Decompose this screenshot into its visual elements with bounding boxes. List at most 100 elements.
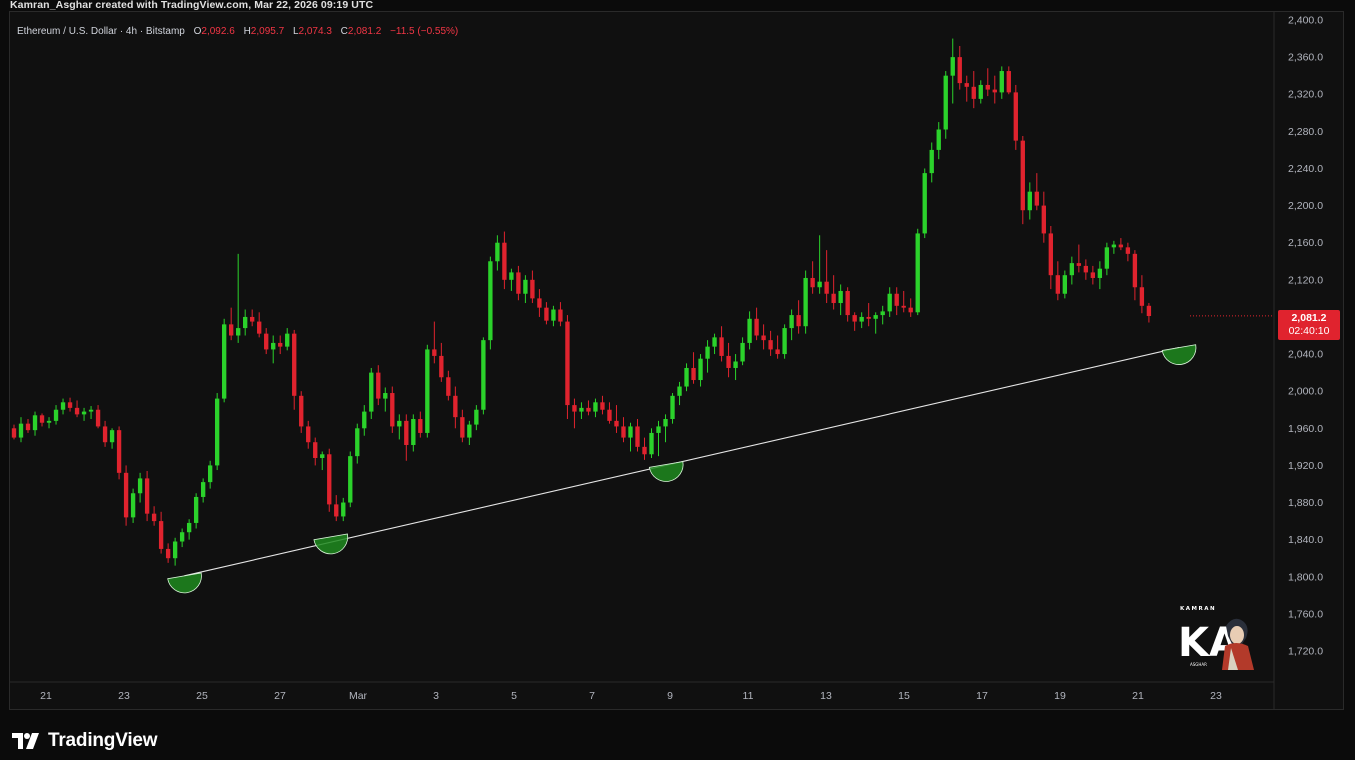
candle-body	[397, 420, 402, 427]
candle-body	[656, 426, 661, 433]
candle-body	[88, 409, 94, 412]
candle-body	[929, 149, 934, 174]
candle-body	[691, 367, 696, 381]
candle-body	[1013, 92, 1018, 141]
low-key: L	[292, 26, 299, 37]
candle-body	[1111, 244, 1117, 248]
tradingview-brand[interactable]: TradingView	[12, 728, 158, 754]
candle-body	[705, 346, 710, 359]
x-tick-label: 23	[118, 690, 130, 702]
candle-body	[137, 478, 143, 494]
avatar-icon	[1222, 618, 1254, 670]
candle-body	[60, 402, 66, 410]
candle-body	[362, 411, 367, 429]
candle-body	[474, 409, 479, 425]
high-key: H	[243, 26, 251, 37]
candle-body	[740, 342, 745, 362]
candle-body	[418, 419, 423, 433]
y-tick-label: 2,320.0	[1288, 89, 1323, 101]
candle-body	[551, 309, 556, 321]
candle-body	[495, 242, 500, 262]
candle-body	[1132, 253, 1138, 288]
candle-body	[327, 454, 332, 505]
x-tick-label: 25	[196, 690, 208, 702]
change-value: −11.5 (−0.55%)	[390, 26, 459, 37]
candle-body	[635, 426, 640, 447]
candle-body	[978, 84, 983, 99]
candle-body	[95, 409, 101, 427]
candle-body	[1104, 247, 1110, 269]
candle-body	[733, 361, 738, 368]
open-value: 2,092.6	[201, 26, 235, 37]
candle-body	[264, 333, 269, 350]
candle-body	[67, 402, 73, 408]
candle-body	[1146, 305, 1152, 317]
candle-body	[943, 75, 948, 130]
y-tick-label: 1,920.0	[1288, 460, 1323, 472]
candle-body	[999, 71, 1004, 93]
y-tick-label: 1,840.0	[1288, 534, 1323, 546]
close-key: C	[340, 26, 348, 37]
candle-body	[243, 316, 248, 329]
candle-body	[761, 335, 766, 341]
candle-body	[754, 318, 759, 336]
candle-body	[102, 426, 108, 443]
candle-body	[439, 355, 444, 378]
candle-body	[144, 478, 150, 514]
candle-body	[873, 315, 878, 319]
candle-body	[292, 333, 297, 396]
candle-body	[712, 337, 717, 347]
candle-body	[74, 407, 80, 415]
author-watermark: KAMRAN KA ASGHAR	[1176, 604, 1258, 672]
candle-body	[985, 84, 990, 90]
close-value: 2,081.2	[347, 26, 382, 37]
candle-body	[964, 83, 969, 87]
header-bar: Kamran_Asghar created with TradingView.c…	[0, 0, 1355, 11]
last-price: 2,081.2	[1291, 312, 1327, 324]
y-tick-label: 2,200.0	[1288, 200, 1323, 212]
x-tick-label: 7	[589, 690, 595, 702]
candle-body	[866, 316, 871, 319]
candle-body	[1139, 287, 1145, 306]
x-tick-label: 23	[1210, 690, 1222, 702]
candle-body	[642, 446, 647, 455]
candle-body	[411, 419, 416, 445]
candle-body	[214, 398, 220, 466]
y-tick-label: 2,040.0	[1288, 349, 1323, 361]
x-tick-label: 27	[274, 690, 286, 702]
candle-body	[383, 393, 388, 399]
candle-body	[992, 89, 997, 93]
candle-body	[1083, 265, 1089, 273]
candle-body	[1097, 268, 1103, 278]
x-tick-label: Mar	[349, 690, 368, 702]
candle-body	[299, 395, 304, 427]
candle-body	[838, 290, 843, 304]
candle-body	[887, 293, 892, 312]
candle-body	[165, 548, 171, 559]
candle-body	[936, 129, 941, 150]
candle-body	[1062, 275, 1068, 294]
candle-body	[880, 311, 885, 316]
candle-body	[186, 522, 192, 533]
candle-body	[796, 315, 801, 327]
candle-body	[221, 324, 227, 399]
candle-body	[621, 426, 626, 438]
y-tick-label: 2,120.0	[1288, 274, 1323, 286]
x-tick-label: 19	[1054, 690, 1066, 702]
candle-body	[516, 272, 521, 294]
candle-body	[747, 318, 752, 343]
y-tick-label: 1,800.0	[1288, 571, 1323, 583]
candle-body	[432, 349, 437, 356]
support-touch-marker	[648, 461, 684, 482]
candle-body	[1041, 205, 1046, 234]
x-tick-label: 15	[898, 690, 910, 702]
candle-body	[39, 415, 45, 423]
candle-body	[369, 372, 374, 412]
candle-body	[572, 405, 577, 412]
x-tick-label: 21	[1132, 690, 1144, 702]
candle-body	[649, 432, 654, 455]
x-tick-label: 9	[667, 690, 673, 702]
high-value: 2,095.7	[250, 26, 285, 37]
candle-body	[915, 233, 920, 313]
